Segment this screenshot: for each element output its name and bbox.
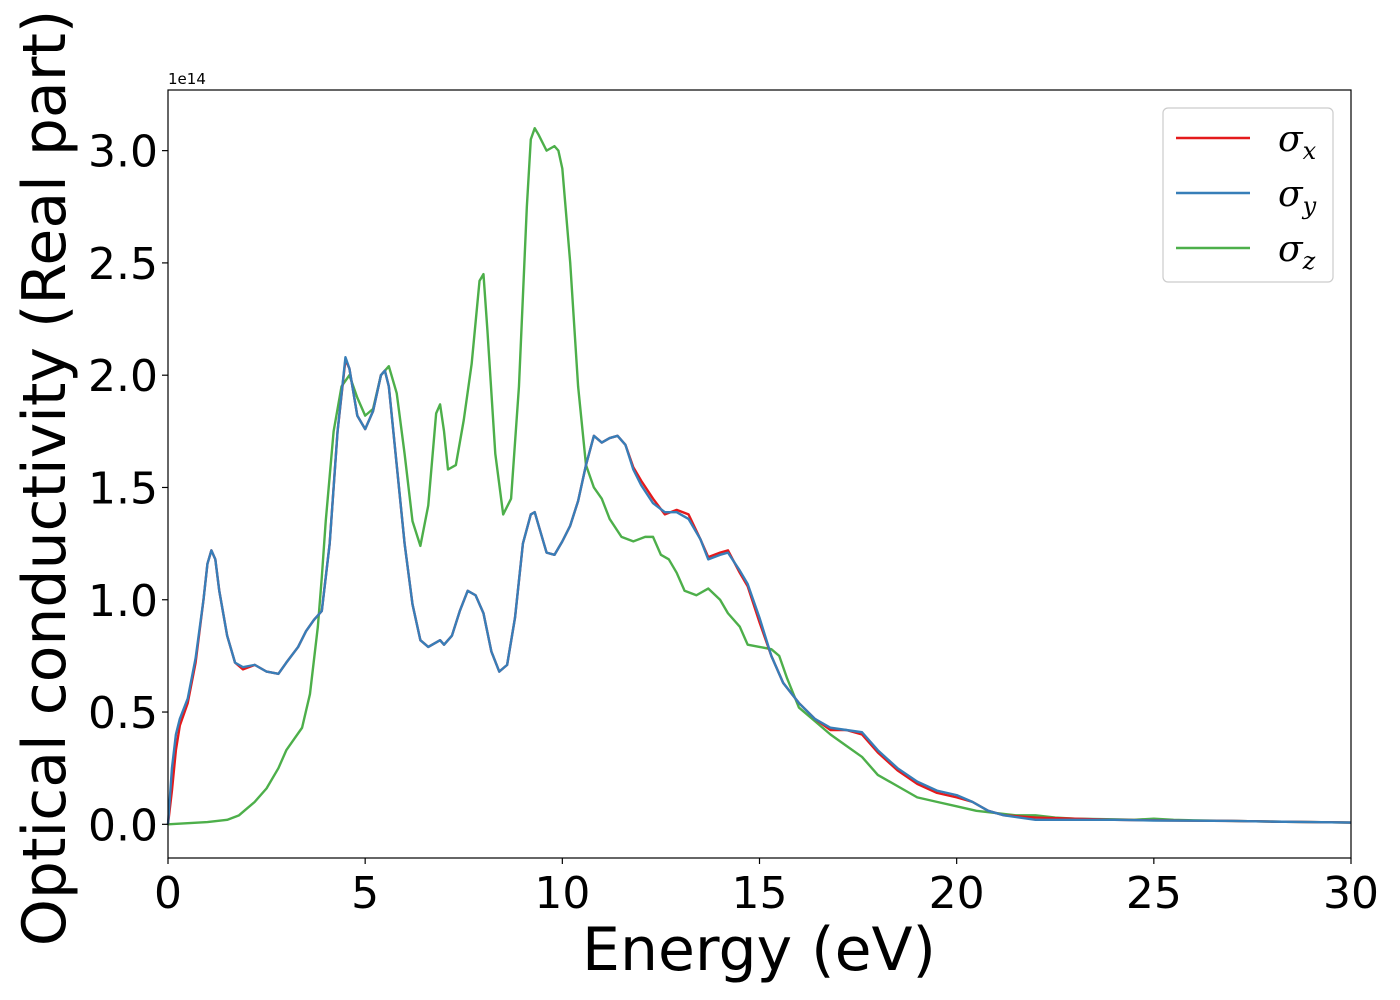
y-tick-label: 1.5 xyxy=(88,463,158,514)
y-tick-label: 0.0 xyxy=(88,800,158,851)
y-tick-label: 2.0 xyxy=(88,351,158,402)
x-tick-label: 15 xyxy=(732,868,788,919)
series-line-z xyxy=(167,126,1352,826)
x-tick-label: 0 xyxy=(154,868,182,919)
x-tick-label: 30 xyxy=(1323,868,1379,919)
y-tick-label: 0.5 xyxy=(88,688,158,739)
y-tick-label: 1.0 xyxy=(88,576,158,627)
y-axis-title: Optical conductivity (Real part) xyxy=(10,10,80,947)
y-tick-label: 3.0 xyxy=(88,127,158,178)
legend-label-z: σz xyxy=(1278,229,1316,275)
y-axis: 0.0 0.5 1.0 1.5 2.0 2.5 3.0 xyxy=(88,127,168,851)
legend-subscript: z xyxy=(1302,247,1316,275)
legend-frame xyxy=(1162,107,1334,283)
legend-label-x: σx xyxy=(1278,119,1317,165)
x-axis-title: Energy (eV) xyxy=(582,915,936,985)
x-axis: 0 5 10 15 20 25 30 xyxy=(154,858,1379,919)
y-tick-label: 2.5 xyxy=(88,239,158,290)
y-offset-label: 1e14 xyxy=(168,70,206,88)
legend-symbol: σ xyxy=(1278,119,1304,160)
series-line-x xyxy=(166,358,1352,825)
legend-symbol: σ xyxy=(1278,229,1304,270)
x-tick-label: 25 xyxy=(1126,868,1182,919)
x-tick-label: 5 xyxy=(351,868,379,919)
legend-symbol: σ xyxy=(1278,174,1304,215)
legend-subscript: x xyxy=(1303,137,1317,165)
series-layer xyxy=(166,126,1352,826)
legend-subscript: y xyxy=(1302,192,1317,220)
series-line-y xyxy=(166,356,1352,825)
x-tick-label: 10 xyxy=(534,868,590,919)
x-tick-label: 20 xyxy=(929,868,985,919)
legend-label-y: σy xyxy=(1278,174,1317,220)
